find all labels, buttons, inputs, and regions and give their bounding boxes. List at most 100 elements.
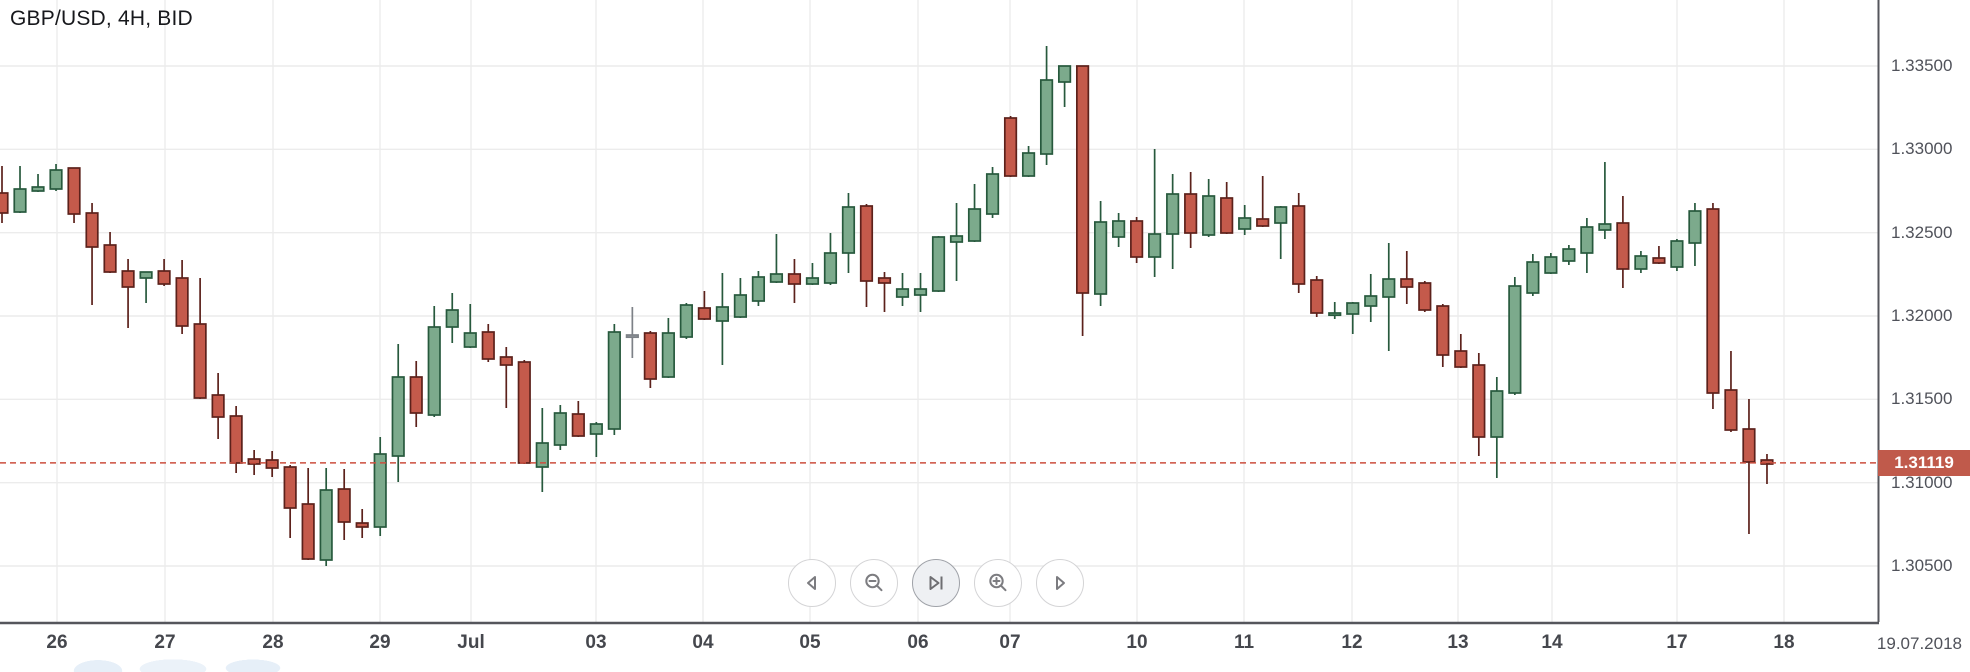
candle-body [1274,206,1288,224]
candle-up [1021,146,1036,178]
candle-body [139,271,153,279]
triangle-left-icon [800,571,824,595]
zoom-in-button[interactable] [974,559,1022,607]
candle-body [733,294,748,318]
candle-down [175,260,189,335]
candle-body [265,459,279,469]
candle-body [391,376,405,457]
candle-down [1184,172,1198,249]
candle-up [13,166,27,214]
candle-up [1598,162,1612,240]
candle-body [553,412,567,446]
candle-up [841,193,856,274]
candle-body [751,276,766,302]
candle-up [985,167,1000,219]
candle-up [913,273,928,313]
candle-up [733,278,748,319]
go-to-realtime-button[interactable] [912,559,960,607]
candle-body [355,522,369,528]
candle-body [229,415,243,464]
candle-body [247,458,261,465]
candle-body [1364,295,1378,307]
magnifier-minus-icon [862,571,886,595]
candle-body [1346,302,1360,315]
candle-body [157,270,171,285]
candle-up [1346,302,1360,335]
candle-up [1634,251,1648,274]
candle-down [643,331,657,389]
candle-neutral [625,307,639,359]
candle-body [373,453,387,528]
candle-down [0,166,9,224]
candle-up [535,408,549,493]
candle-body [1328,312,1342,317]
candle-body [625,334,639,339]
candle-down [1652,246,1666,265]
candle-body [85,212,99,248]
candle-up [1670,239,1684,272]
candle-down [1400,251,1414,305]
candle-down [1130,217,1144,264]
candle-body [1400,278,1414,288]
candle-body [517,361,531,464]
candle-down [1075,65,1090,337]
candle-up [445,293,459,344]
candle-body [481,331,495,360]
candle-down [1220,182,1234,235]
candle-body [1039,79,1054,155]
candle-up [769,234,784,284]
candle-up [139,271,153,304]
zoom-out-button[interactable] [850,559,898,607]
price-tick-label: 1.31500 [1891,389,1953,409]
candle-down [859,204,874,308]
chart-title: GBP/USD, 4H, BID [10,7,193,30]
candle-up [805,263,820,286]
pan-right-button[interactable] [1036,559,1084,607]
candle-body [1202,195,1216,236]
candle-body [679,304,693,338]
price-tick-label: 1.31000 [1891,472,1953,492]
candle-up [1508,277,1522,396]
candle-down [1724,351,1738,433]
candle-body [787,273,802,285]
candle-down [571,401,585,438]
price-tick-label: 1.32000 [1891,306,1953,325]
candle-body [1598,223,1612,231]
candle-up [931,236,946,293]
candle-body [499,356,513,366]
magnifier-plus-icon [986,571,1010,595]
candle-body [985,173,1000,215]
candle-body [1310,279,1324,314]
candle-body [337,488,351,523]
candle-body [1544,256,1558,274]
pan-left-button[interactable] [788,559,836,607]
candle-body [1742,428,1756,463]
candle-down [355,509,369,539]
candle-body [859,205,874,282]
candle-up [49,164,63,192]
candle-down [1472,353,1486,457]
candle-down [229,406,243,474]
candle-down [211,373,225,440]
price-tick-label: 1.30500 [1891,556,1953,575]
candle-up [715,273,730,366]
candle-up [751,271,766,307]
candle-body [1688,210,1702,244]
candle-body [1526,261,1540,294]
candle-body [805,277,820,285]
candle-down [517,360,531,465]
date-tick-label: 27 [154,632,176,653]
candle-body [661,332,675,378]
candle-body [1418,282,1432,311]
candle-down [283,465,297,539]
candle-up [1382,243,1396,352]
candle-body [1021,152,1036,177]
candle-up [1580,218,1594,274]
candle-down [121,259,135,329]
candle-down [1310,276,1324,318]
candle-body [1706,208,1720,394]
candle-up [1490,377,1504,479]
triangle-right-icon [1048,571,1072,595]
candle-up [319,468,333,567]
